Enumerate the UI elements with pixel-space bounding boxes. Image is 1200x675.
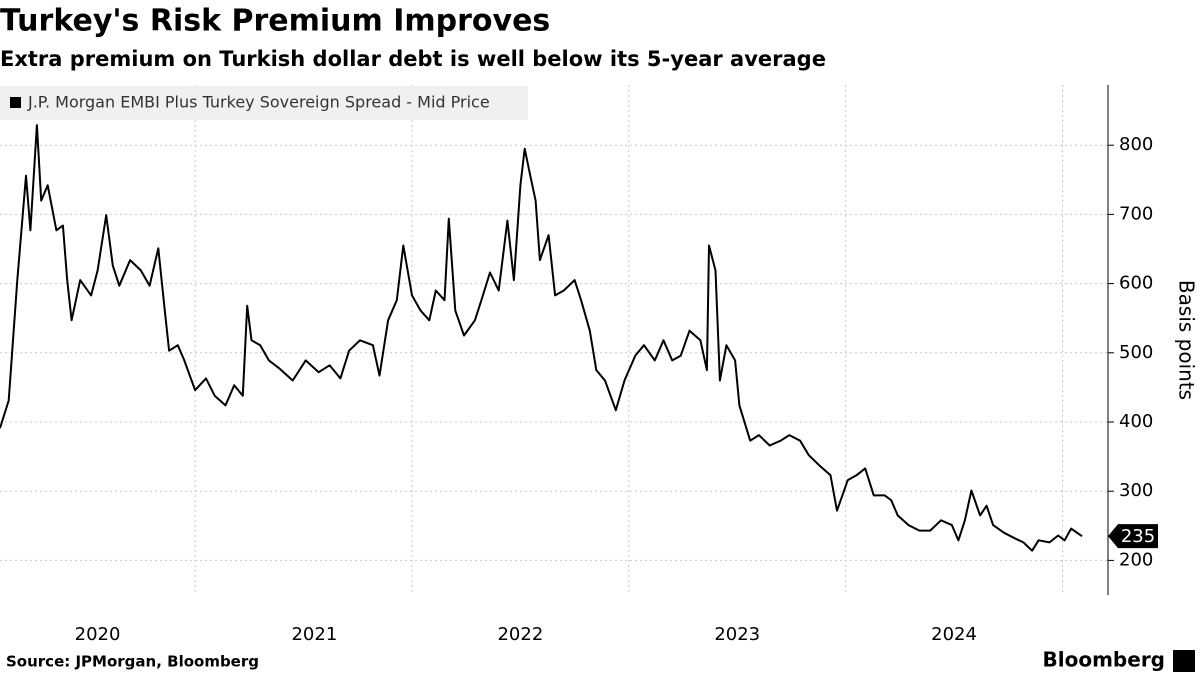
y-tick-label: 400 [1119, 411, 1153, 432]
x-tick-label: 2022 [497, 624, 543, 645]
y-tick-label: 700 [1119, 203, 1153, 224]
last-value-label: 235 [1121, 526, 1155, 547]
x-tick-label: 2021 [291, 624, 337, 645]
y-tick-label: 500 [1119, 342, 1153, 363]
line-series [0, 124, 1083, 552]
y-tick-label: 800 [1119, 134, 1153, 155]
legend-box [0, 86, 528, 120]
y-tick-label: 600 [1119, 273, 1153, 294]
chart-title: Turkey's Risk Premium Improves [0, 4, 550, 39]
chart-subtitle: Extra premium on Turkish dollar debt is … [0, 47, 826, 71]
y-tick-label: 200 [1119, 549, 1153, 570]
brand-icon [1173, 650, 1195, 672]
legend-swatch [10, 97, 21, 108]
x-tick-label: 2023 [714, 624, 760, 645]
y-axis-label: Basis points [1175, 280, 1199, 400]
last-value-badge [1108, 524, 1158, 549]
brand: Bloomberg [1043, 648, 1165, 672]
source: Source: JPMorgan, Bloomberg [6, 653, 259, 671]
x-tick-label: 2024 [931, 624, 977, 645]
y-tick-label: 300 [1119, 480, 1153, 501]
legend-label: J.P. Morgan EMBI Plus Turkey Sovereign S… [27, 93, 490, 112]
x-tick-label: 2020 [75, 624, 121, 645]
